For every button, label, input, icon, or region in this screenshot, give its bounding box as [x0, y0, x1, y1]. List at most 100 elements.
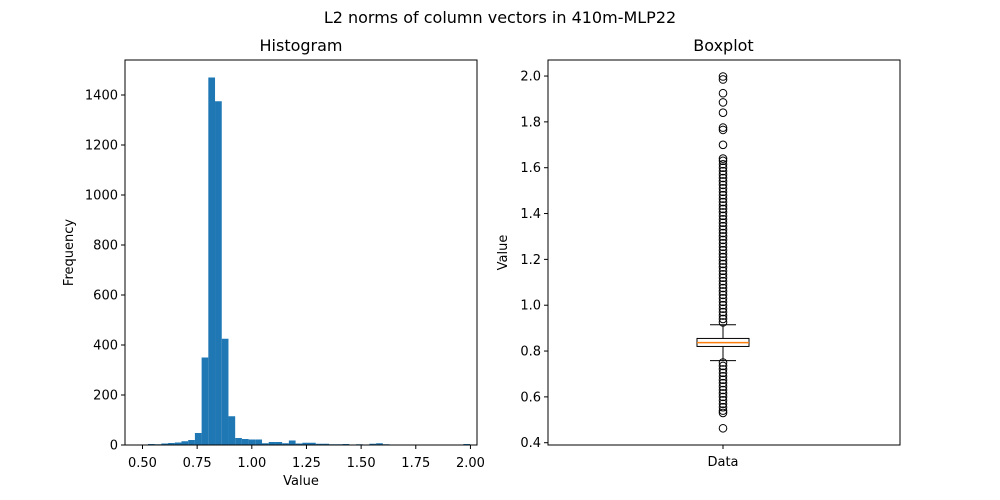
histogram-bar: [161, 443, 169, 445]
boxplot-outlier: [718, 123, 728, 132]
boxplot-outlier: [718, 249, 728, 258]
histogram-bar: [168, 443, 175, 445]
boxplot-outlier: [718, 297, 728, 307]
histogram-bar: [275, 442, 283, 445]
boxplot-y-tick-label: 2.0: [520, 70, 541, 85]
boxplot-y-tick-label: 0.6: [520, 390, 541, 405]
boxplot-y-tick-label: 0.8: [520, 345, 541, 360]
boxplot-outlier: [718, 225, 728, 234]
histogram-x-tick-label: 1.00: [237, 456, 266, 471]
boxplot-outlier: [718, 72, 728, 81]
boxplot-outlier: [718, 385, 728, 395]
histogram-bar: [302, 442, 310, 445]
histogram-x-ticks: 0.50 0.75 1.00 1.25 1.50 1.75 2.00: [128, 445, 485, 471]
histogram-x-tick-label: 0.50: [128, 456, 157, 471]
histogram-bar: [315, 443, 323, 445]
boxplot-y-tick-label: 1.0: [520, 299, 541, 314]
boxplot-outlier: [718, 273, 728, 283]
boxplot-outlier: [718, 314, 728, 324]
boxplot-outlier: [718, 263, 728, 272]
boxplot-outlier: [718, 361, 728, 371]
boxplot-outlier: [718, 389, 728, 398]
histogram-y-tick-label: 400: [93, 339, 118, 354]
boxplot-outlier: [718, 235, 728, 245]
histogram-y-tick-label: 800: [93, 239, 118, 254]
histogram-bar: [208, 77, 216, 445]
boxplot-outlier: [718, 399, 728, 409]
histogram-bar: [255, 439, 263, 445]
boxplot-outlier: [718, 108, 728, 118]
boxplot-outlier: [718, 245, 728, 255]
boxplot-outlier: [718, 184, 728, 193]
boxplot-outlier: [718, 269, 728, 279]
boxplot-outlier: [718, 304, 728, 313]
histogram-axes-frame: [124, 59, 478, 446]
histogram-x-tick-label: 2.00: [456, 456, 485, 471]
boxplot-outlier: [718, 98, 728, 107]
boxplot-outlier: [718, 125, 728, 135]
boxplot-outlier: [718, 287, 728, 296]
histogram-bar: [309, 442, 316, 445]
boxplot-outlier: [718, 75, 728, 84]
boxplot-outlier: [718, 190, 728, 200]
histogram-y-tick-label: 1000: [85, 189, 118, 204]
histogram-bar: [228, 416, 236, 445]
boxplot-outlier: [718, 375, 728, 384]
boxplot-outlier: [718, 423, 728, 433]
boxplot-outlier: [718, 396, 728, 405]
histogram-bar: [262, 443, 269, 445]
boxplot-outlier: [718, 276, 728, 286]
histogram-bar: [288, 440, 296, 445]
histogram-y-tick-label: 600: [93, 289, 118, 304]
boxplot-outlier: [718, 382, 728, 391]
histogram-bar: [322, 443, 330, 445]
histogram-bar: [235, 438, 242, 445]
boxplot-outlier: [718, 177, 728, 186]
boxplot-outlier: [718, 402, 728, 412]
boxplot-outlier: [718, 173, 728, 183]
histogram-bar: [241, 439, 249, 445]
boxplot-outlier: [718, 163, 728, 173]
histogram-bar: [181, 441, 189, 445]
boxplot-panel: Boxplot 0.4 0.6 0.8 1.0 1.2 1.4 1.6 1.8 2.0 Data…: [496, 36, 901, 470]
boxplot-outlier: [718, 358, 728, 367]
histogram-bar: [268, 442, 276, 445]
boxplot-outlier: [718, 239, 728, 248]
boxplot-elements: [696, 72, 750, 433]
boxplot-outlier: [718, 140, 728, 150]
boxplot-outlier: [718, 283, 728, 293]
boxplot-outlier: [718, 256, 728, 265]
histogram-bar: [221, 338, 229, 445]
histogram-bar: [194, 433, 202, 445]
boxplot-outlier: [718, 228, 728, 238]
boxplot-outlier: [718, 156, 728, 166]
boxplot-outlier: [718, 194, 728, 203]
histogram-title: Histogram: [260, 36, 343, 55]
histogram-bar: [282, 443, 289, 445]
histogram-y-tick-label: 0: [110, 439, 118, 454]
histogram-bar: [174, 442, 182, 445]
boxplot-outlier: [718, 159, 728, 169]
histogram-bar: [369, 443, 377, 445]
boxplot-outlier: [718, 408, 728, 418]
boxplot-axes-frame: [547, 59, 901, 446]
boxplot-y-label: Value: [496, 235, 511, 271]
boxplot-outlier: [718, 307, 728, 317]
histogram-y-tick-label: 1400: [85, 89, 118, 104]
boxplot-outlier: [718, 218, 728, 228]
histogram-x-tick-label: 0.75: [183, 456, 212, 471]
boxplot-outlier: [718, 211, 728, 221]
histogram-y-label: Frequency: [62, 219, 77, 286]
boxplot-outlier: [718, 252, 728, 262]
boxplot-outlier: [718, 378, 728, 388]
histogram-x-label: Value: [283, 474, 319, 489]
boxplot-outlier: [718, 214, 728, 224]
boxplot-outlier: [718, 368, 728, 378]
histogram-bar: [201, 357, 209, 445]
histogram-panel: Histogram 0.50 0.75 1.00 1.25 1.50 1.75 2.00 0…: [62, 36, 485, 489]
boxplot-y-tick-label: 1.4: [520, 207, 541, 222]
boxplot-outlier: [718, 392, 728, 402]
histogram-y-tick-label: 200: [93, 389, 118, 404]
boxplot-outlier: [718, 300, 728, 310]
